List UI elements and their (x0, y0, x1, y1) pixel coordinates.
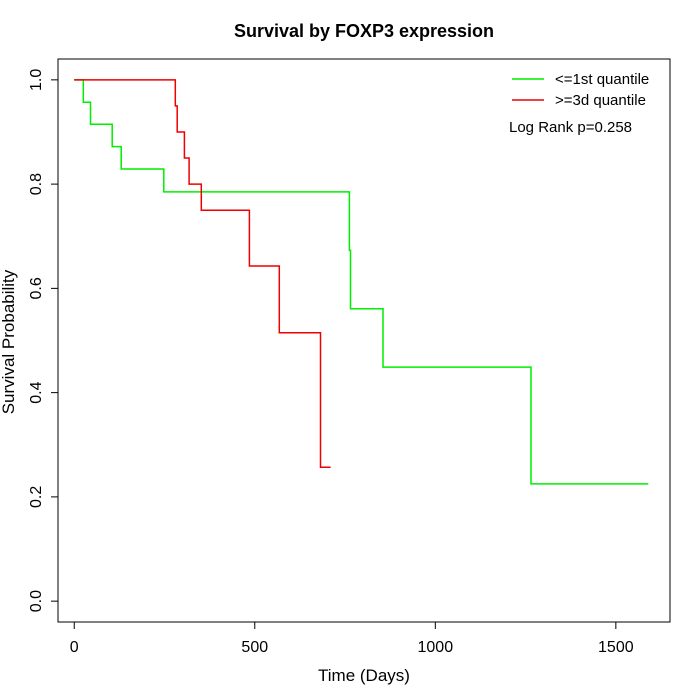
series-layer (74, 79, 649, 485)
chart-title: Survival by FOXP3 expression (234, 21, 494, 41)
y-tick-label: 0.8 (28, 173, 45, 195)
y-axis: 0.0 0.2 0.4 0.6 0.8 1.0 (28, 69, 59, 612)
x-axis-label: Time (Days) (318, 666, 410, 685)
y-tick-label: 0.6 (28, 277, 45, 299)
y-axis-label: Survival Probability (0, 269, 18, 414)
x-axis: 0 500 1000 1500 (70, 621, 634, 656)
x-tick-label: 500 (241, 639, 268, 656)
y-tick-label: 0.2 (28, 486, 45, 508)
y-tick-label: 1.0 (28, 69, 45, 91)
log-rank-annotation: Log Rank p=0.258 (509, 119, 632, 136)
x-tick-label: 0 (70, 639, 79, 656)
legend-label-1: <=1st quantile (555, 71, 649, 88)
y-tick-label: 0.0 (28, 590, 45, 612)
y-tick-label: 0.4 (28, 381, 45, 403)
survival-curve-1 (74, 79, 649, 485)
legend: <=1st quantile >=3d quantile (512, 71, 649, 109)
x-tick-label: 1000 (418, 639, 454, 656)
legend-label-2: >=3d quantile (555, 92, 646, 109)
plot-frame (57, 58, 671, 623)
survival-curve-2 (74, 79, 331, 468)
x-tick-label: 1500 (598, 639, 634, 656)
